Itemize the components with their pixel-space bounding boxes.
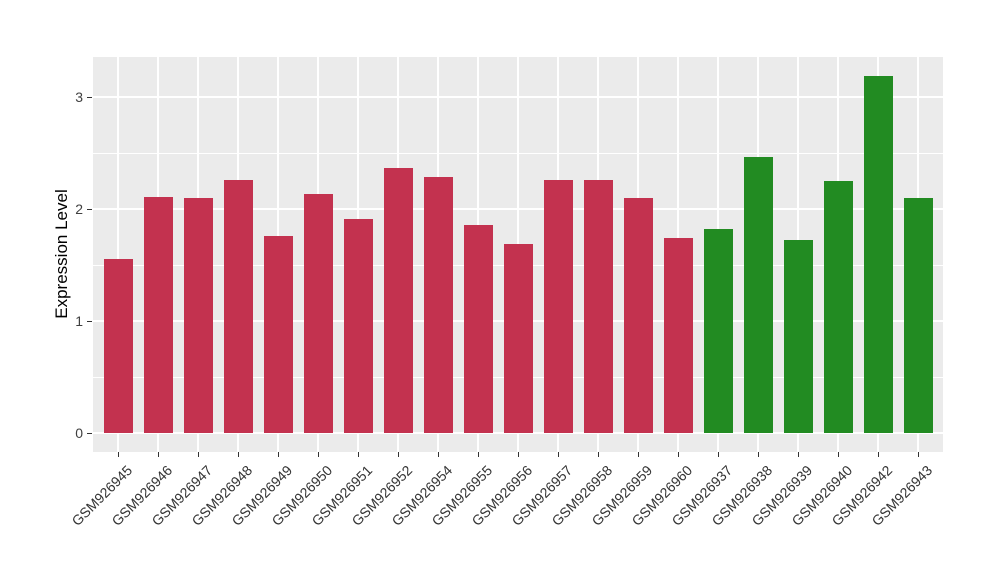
bar [424, 177, 453, 433]
x-tick-mark [837, 452, 839, 457]
x-tick-mark [197, 452, 199, 457]
bar [824, 181, 853, 433]
x-tick-mark [677, 452, 679, 457]
x-tick-mark [277, 452, 279, 457]
gridline-major [93, 208, 943, 210]
y-tick-mark [87, 96, 92, 98]
y-tick-label: 2 [75, 201, 83, 217]
bar [144, 197, 173, 433]
bar [864, 76, 893, 433]
x-tick-mark [477, 452, 479, 457]
x-tick-mark [357, 452, 359, 457]
x-tick-mark [397, 452, 399, 457]
bar [304, 194, 333, 433]
x-tick-mark [517, 452, 519, 457]
bar [664, 238, 693, 433]
x-tick-mark [597, 452, 599, 457]
bar [504, 244, 533, 433]
bar [744, 157, 773, 433]
bar [264, 236, 293, 433]
x-tick-mark [917, 452, 919, 457]
bar [544, 180, 573, 433]
bar [784, 240, 813, 433]
plot-panel [93, 57, 943, 452]
x-tick-mark [637, 452, 639, 457]
y-tick-label: 1 [75, 313, 83, 329]
x-tick-mark [437, 452, 439, 457]
x-tick-mark [717, 452, 719, 457]
bar [704, 229, 733, 433]
x-tick-mark [317, 452, 319, 457]
y-tick-label: 3 [75, 89, 83, 105]
gridline-major [93, 432, 943, 434]
bar [224, 180, 253, 433]
x-tick-mark [157, 452, 159, 457]
x-tick-mark [797, 452, 799, 457]
bar [624, 198, 653, 433]
x-tick-mark [117, 452, 119, 457]
y-tick-mark [87, 320, 92, 322]
bar [904, 198, 933, 433]
y-tick-mark [87, 208, 92, 210]
bar [464, 225, 493, 433]
x-tick-mark [237, 452, 239, 457]
bar [184, 198, 213, 433]
gridline-major [93, 96, 943, 98]
bar [584, 180, 613, 433]
gridline-minor [93, 152, 943, 154]
gridline-vertical [117, 57, 119, 452]
bar [384, 168, 413, 433]
x-tick-mark [757, 452, 759, 457]
y-tick-label: 0 [75, 425, 83, 441]
bar [344, 219, 373, 433]
x-tick-mark [877, 452, 879, 457]
y-tick-mark [87, 432, 92, 434]
x-tick-mark [557, 452, 559, 457]
bar [104, 259, 133, 433]
